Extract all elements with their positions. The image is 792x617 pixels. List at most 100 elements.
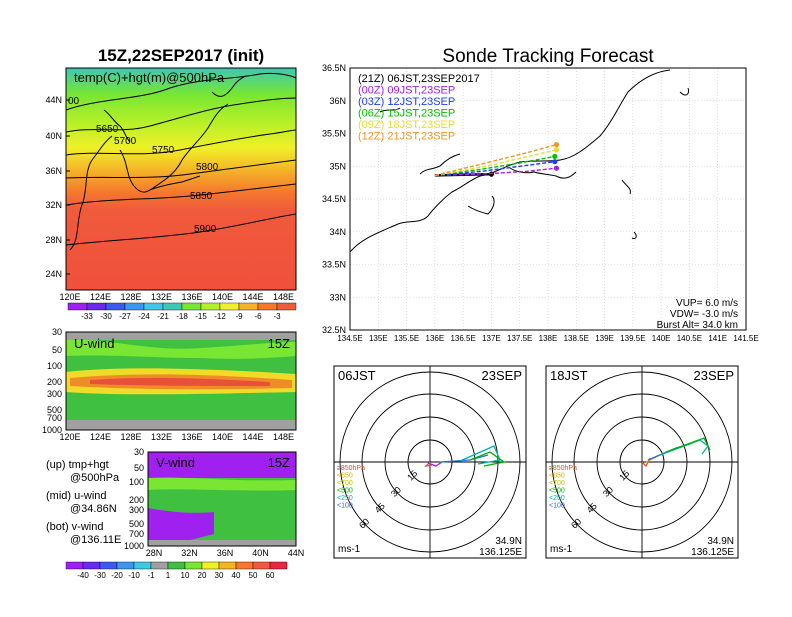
temp-lat-tick: 36N bbox=[45, 166, 62, 176]
temp-map-panel: temp(C)+hgt(m)@500hPa 00 5650 5700 5750 … bbox=[45, 67, 297, 302]
contour-5650: 5650 bbox=[96, 124, 119, 135]
temp-lon-tick: 148E bbox=[273, 292, 294, 302]
hodo-lon: 136.125E bbox=[691, 547, 734, 558]
temp-cbar-tick: -30 bbox=[100, 312, 112, 321]
vwind-p-tick: 30 bbox=[134, 447, 144, 457]
temp-lat-tick: 28N bbox=[45, 235, 62, 245]
launch-legend: (21Z) 06JST,23SEP2017(00Z) 09JST,23SEP(0… bbox=[358, 73, 480, 143]
hodo-legend-item: <700 bbox=[337, 480, 353, 487]
temp-lat-tick: 40N bbox=[45, 131, 62, 141]
wind-cbar-tick: 30 bbox=[215, 571, 224, 580]
hodo-legend-item: <250 bbox=[337, 495, 353, 502]
contour-5850: 5850 bbox=[190, 191, 213, 202]
temp-lat-tick: 32N bbox=[45, 200, 62, 210]
param-burst: Burst Alt= 34.0 km bbox=[657, 320, 738, 331]
launch-legend-item: (00Z) 09JST,23SEP bbox=[358, 85, 455, 97]
track-endpoint bbox=[553, 147, 560, 153]
vwind-lat-tick: 44N bbox=[288, 548, 305, 558]
launch-legend-item: (03Z) 12JST,23SEP bbox=[358, 96, 455, 108]
trajectory-tracks bbox=[434, 142, 560, 177]
param-vdw: VDW= -3.0 m/s bbox=[670, 309, 738, 320]
hodo-legend-item: <500 bbox=[549, 488, 565, 495]
temp-cbar-tick: -18 bbox=[176, 312, 188, 321]
map-lat-tick: 34N bbox=[329, 227, 346, 237]
vwind-p-tick: 200 bbox=[129, 495, 144, 505]
legend-line-b: @500hPa bbox=[70, 472, 120, 484]
legend-line-a: (up) tmp+hgt bbox=[46, 459, 109, 471]
legend-line-a: (mid) u-wind bbox=[46, 490, 107, 502]
temp-lon-tick: 120E bbox=[59, 292, 80, 302]
vwind-p-tick: 500 bbox=[129, 519, 144, 529]
hodo-time: 18JST bbox=[550, 368, 588, 383]
hodo-ring-label: 15 bbox=[617, 468, 631, 482]
launch-legend-item: (21Z) 06JST,23SEP2017 bbox=[358, 73, 480, 85]
map-lon-tick: 136.5E bbox=[450, 334, 475, 343]
map-lon-tick: 137E bbox=[482, 334, 501, 343]
wind-cbar-tick: 40 bbox=[232, 571, 241, 580]
vwind-label: V-wind bbox=[156, 455, 195, 470]
wind-cbar-tick: 60 bbox=[266, 571, 275, 580]
wind-cbar-tick: -30 bbox=[94, 571, 106, 580]
hodo-ring-label: 45 bbox=[585, 501, 599, 515]
hodo-lat: 34.9N bbox=[495, 536, 522, 547]
uwind-label: U-wind bbox=[74, 336, 114, 351]
right-title: Sonde Tracking Forecast bbox=[442, 46, 654, 67]
temp-lon-tick: 136E bbox=[181, 292, 202, 302]
track-endpoint bbox=[553, 142, 560, 148]
left-title: 15Z,22SEP2017 (init) bbox=[98, 46, 264, 65]
uwind-lon-tick: 132E bbox=[151, 432, 172, 442]
temp-cbar-tick: -12 bbox=[214, 312, 226, 321]
temp-cbar-tick: -21 bbox=[157, 312, 169, 321]
hodo-lon: 136.125E bbox=[479, 547, 522, 558]
vwind-p-tick: 1000 bbox=[124, 541, 144, 551]
temp-cbar-tick: -27 bbox=[119, 312, 131, 321]
vwind-p-tick: 700 bbox=[129, 529, 144, 539]
temp-cbar-tick: -6 bbox=[254, 312, 262, 321]
vwind-p-tick: 300 bbox=[129, 505, 144, 515]
hodo-legend-item: <850 bbox=[337, 473, 353, 480]
wind-colorbar: -40 -30 -20 -10 -1 1 10 20 30 40 50 60 bbox=[65, 561, 288, 580]
temp-cbar-tick: -33 bbox=[81, 312, 93, 321]
vwind-lat-tick: 40N bbox=[252, 548, 269, 558]
map-lat-tick: 35.5N bbox=[322, 129, 346, 139]
track-line bbox=[434, 155, 555, 177]
hodo-legend-item: <100 bbox=[549, 503, 565, 510]
uwind-p-tick: 700 bbox=[47, 413, 62, 423]
temp-cbar-tick: -3 bbox=[273, 312, 281, 321]
uwind-lon-tick: 144E bbox=[242, 432, 263, 442]
vwind-p-tick: 50 bbox=[134, 463, 144, 473]
track-endpoint bbox=[552, 153, 558, 160]
map-lon-tick: 136E bbox=[426, 334, 445, 343]
map-lon-tick: 135.5E bbox=[394, 334, 419, 343]
uwind-time: 15Z bbox=[268, 336, 290, 351]
map-lon-tick: 135E bbox=[369, 334, 388, 343]
map-lon-tick: 137.5E bbox=[507, 334, 532, 343]
map-lon-tick: 139E bbox=[595, 334, 614, 343]
uwind-p-tick: 100 bbox=[47, 361, 62, 371]
track-line bbox=[434, 161, 555, 177]
hodo-trace bbox=[459, 445, 501, 465]
hodo-legend-item: <250 bbox=[549, 495, 565, 502]
hodo-trace bbox=[469, 451, 506, 467]
left-legend: (up) tmp+hgt@500hPa (mid) u-wind@34.86N (b… bbox=[46, 459, 121, 546]
temp-lon-tick: 144E bbox=[242, 292, 263, 302]
map-lon-tick: 134.5E bbox=[337, 334, 362, 343]
uwind-p-tick: 300 bbox=[47, 389, 62, 399]
temp-cbar-tick: -15 bbox=[195, 312, 207, 321]
uwind-lon-tick: 128E bbox=[120, 432, 141, 442]
uwind-lon-tick: 140E bbox=[212, 432, 233, 442]
contour-5900: 5900 bbox=[194, 224, 217, 235]
hodo-legend-item: <850 bbox=[549, 473, 565, 480]
launch-legend-item: (09Z) 18JST,23SEP bbox=[358, 119, 455, 131]
hodo-ring-label: 30 bbox=[601, 485, 615, 499]
track-line bbox=[434, 167, 557, 177]
vwind-lat-tick: 28N bbox=[146, 548, 163, 558]
uwind-lon-tick: 136E bbox=[181, 432, 202, 442]
track-line bbox=[434, 149, 557, 177]
track-endpoint bbox=[552, 159, 558, 165]
hodo-lat: 34.9N bbox=[707, 536, 734, 547]
temp-colorbar: -33 -30 -27 -24 -21 -18 -15 -12 -9 -6 -3 bbox=[67, 302, 297, 321]
